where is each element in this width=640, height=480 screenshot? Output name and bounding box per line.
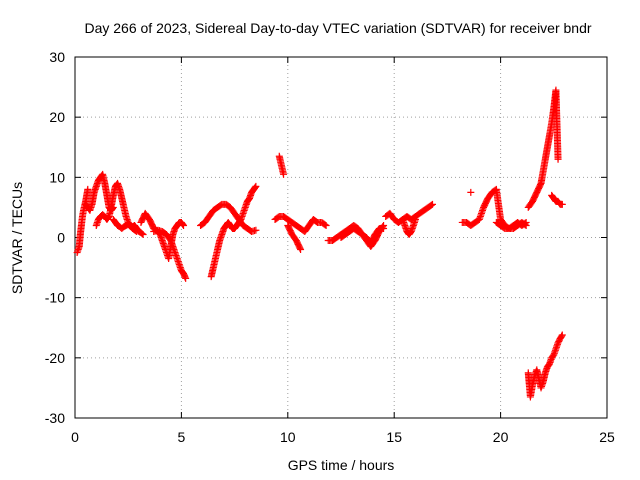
data-point [379, 223, 387, 231]
data-point [558, 331, 566, 339]
data-markers [73, 86, 566, 401]
chart-title: Day 266 of 2023, Sidereal Day-to-day VTE… [84, 20, 591, 36]
y-tick-label: 10 [49, 169, 65, 185]
series-segment [73, 185, 92, 257]
data-point [252, 182, 260, 190]
data-point [139, 230, 147, 238]
data-point [84, 185, 92, 193]
data-point [182, 274, 190, 282]
data-point [522, 221, 530, 229]
series-segment [467, 188, 475, 196]
series-segment [275, 152, 288, 178]
data-point [558, 200, 566, 208]
data-point [380, 221, 388, 229]
data-point [138, 230, 146, 238]
series-segment [382, 200, 437, 226]
data-point [467, 188, 475, 196]
y-tick-label: -20 [45, 350, 65, 366]
series-segment [137, 209, 188, 263]
series-segment [284, 221, 305, 254]
data-point [322, 221, 330, 229]
data-point [133, 227, 141, 235]
x-tick-label: 15 [386, 429, 402, 445]
series-segment [399, 215, 419, 238]
y-tick-label: 30 [49, 49, 65, 65]
series-segment [524, 331, 566, 401]
y-tick-label: -10 [45, 290, 65, 306]
data-point [132, 227, 140, 235]
data-point [251, 183, 259, 191]
y-tick-label: 20 [49, 109, 65, 125]
x-tick-label: 10 [280, 429, 296, 445]
data-point [297, 246, 305, 254]
series-segment [548, 191, 566, 208]
x-tick-label: 20 [493, 429, 509, 445]
series-segment [197, 200, 260, 235]
data-point [554, 155, 562, 163]
series-segment [109, 215, 141, 235]
series-segment [337, 221, 388, 251]
data-point [321, 221, 329, 229]
series-segment [150, 226, 190, 282]
data-point [521, 221, 529, 229]
data-point [558, 332, 566, 340]
y-axis-title: SDTVAR / TECUs [9, 182, 25, 294]
x-tick-label: 0 [71, 429, 79, 445]
data-point [296, 244, 304, 252]
data-point [411, 215, 419, 223]
data-point [252, 226, 260, 234]
series-segment [524, 86, 562, 211]
x-axis-title: GPS time / hours [288, 457, 395, 473]
data-point [280, 170, 288, 178]
x-tick-label: 25 [599, 429, 615, 445]
data-point [180, 221, 188, 229]
series-segment [207, 182, 260, 281]
data-point [179, 220, 187, 228]
x-tick-label: 5 [178, 429, 186, 445]
data-point [427, 201, 435, 209]
series-segment [271, 212, 330, 235]
y-tick-label: -30 [45, 410, 65, 426]
axis-tick-labels: 0 5 10 15 20 25 -30 -20 -10 0 10 20 30 [45, 49, 615, 445]
y-tick-label: 0 [57, 230, 65, 246]
data-point [429, 200, 437, 208]
series-segment [492, 218, 530, 232]
axis-ticks [74, 56, 608, 419]
